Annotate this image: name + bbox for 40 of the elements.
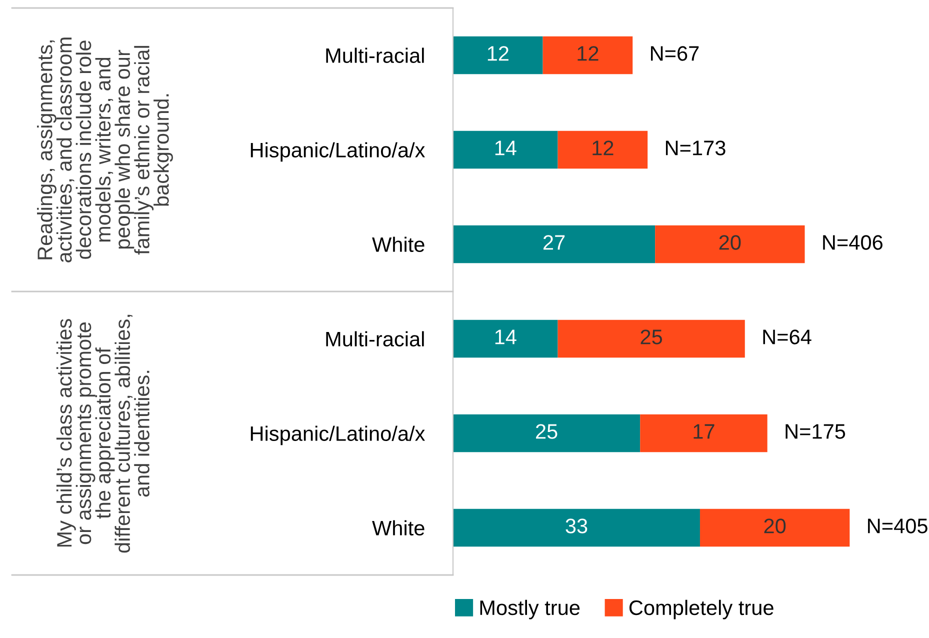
y-tick-label: Multi-racial — [326, 331, 424, 347]
data-label: 20 — [764, 518, 786, 534]
legend-label: Completely true — [629, 600, 774, 620]
text: Readings, assignments, activities, and classroom decorations include role models, writers, and people who share our family’s ethnic or racial background. — [37, 38, 173, 262]
data-label: 33 — [566, 518, 588, 534]
legend-label: Mostly true — [480, 600, 580, 620]
data-label: 12 — [488, 46, 508, 61]
bar — [453, 320, 558, 358]
bar — [453, 130, 558, 169]
data-label: 14 — [495, 330, 516, 344]
bar — [655, 225, 805, 264]
data-label: 12 — [578, 46, 598, 61]
data-label: 20 — [719, 235, 741, 250]
y-tick-label: Hispanic/Latino/a/x — [250, 142, 426, 162]
annotation: N=406 — [823, 235, 882, 250]
bar — [453, 508, 700, 547]
y-tick-label: White — [372, 520, 424, 536]
annotation: N=175 — [786, 424, 846, 439]
bar — [558, 130, 648, 169]
data-label: 25 — [640, 330, 662, 344]
annotation: N=405 — [868, 518, 928, 534]
bar — [453, 36, 543, 74]
data-label: 25 — [536, 424, 558, 439]
bar — [453, 414, 640, 452]
y-tick-label: Hispanic/Latino/a/x — [250, 426, 426, 446]
data-label: 27 — [544, 235, 565, 250]
text: My child’s class activities or assignments promote the appreciation of different cultures, abilities, and identities. — [56, 314, 150, 553]
data-label: 17 — [694, 424, 714, 439]
bar — [558, 320, 745, 358]
y-tick-label: White — [372, 236, 424, 252]
annotation: N=67 — [651, 46, 699, 61]
bar — [700, 508, 850, 547]
annotation: N=64 — [763, 330, 812, 344]
bar — [542, 36, 633, 74]
bar — [453, 225, 656, 264]
data-label: 14 — [495, 140, 516, 156]
annotation: N=173 — [666, 140, 726, 156]
y-tick-label: Multi-racial — [326, 48, 424, 64]
bar — [640, 414, 768, 452]
data-label: 12 — [592, 140, 614, 156]
